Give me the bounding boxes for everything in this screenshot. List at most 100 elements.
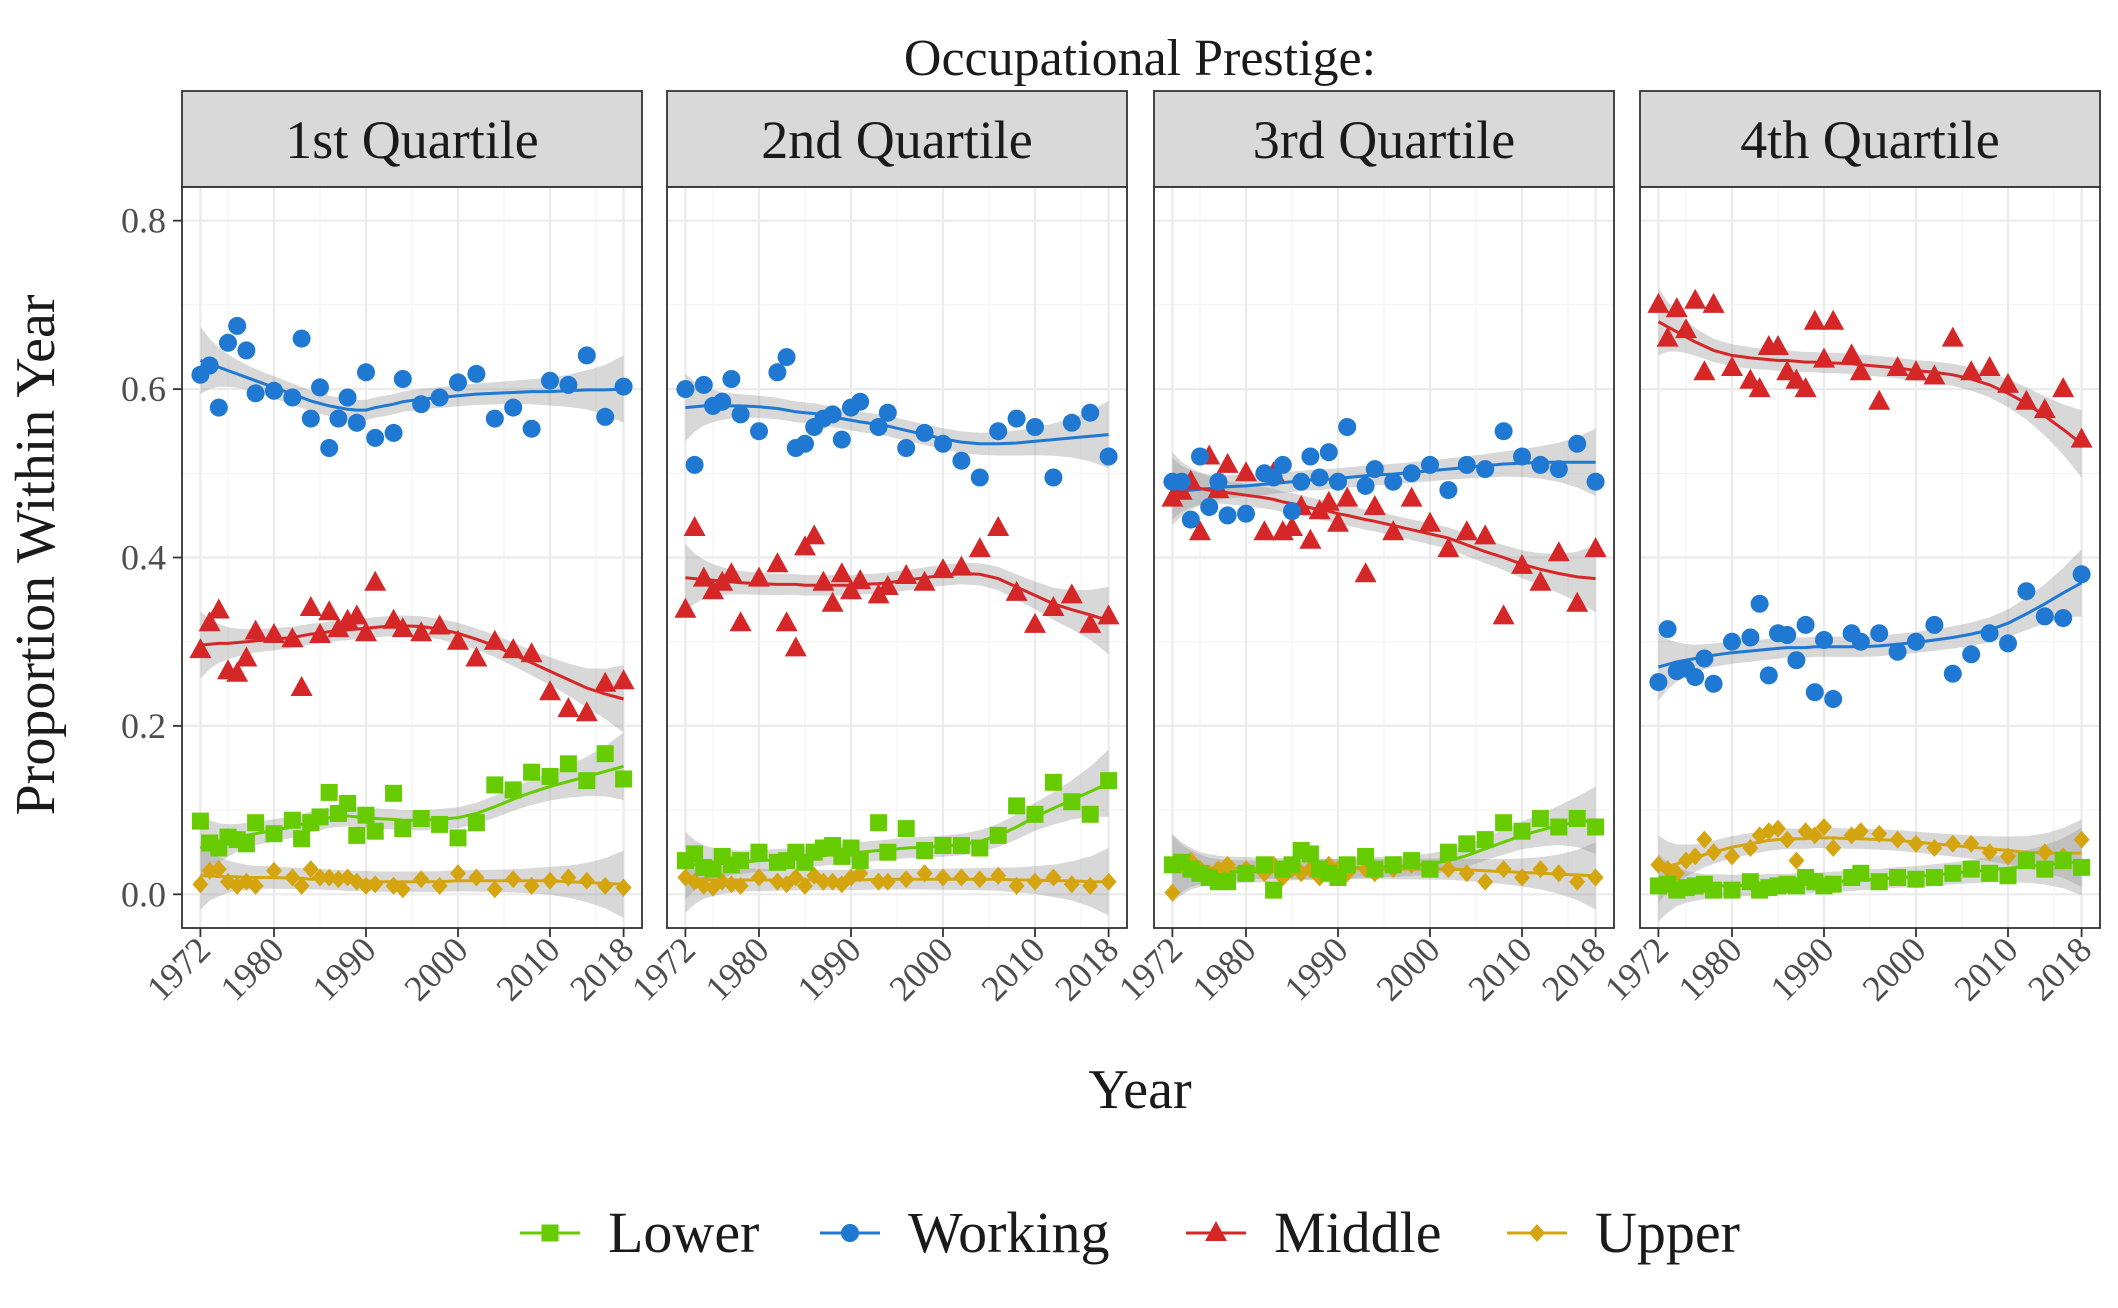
point-middle xyxy=(1419,511,1441,532)
point-upper xyxy=(870,872,887,891)
point-working xyxy=(504,398,523,417)
panel-strip xyxy=(1639,90,2101,188)
point-working xyxy=(1723,632,1741,651)
point-lower xyxy=(916,842,934,859)
point-upper xyxy=(1742,839,1759,857)
point-lower xyxy=(320,783,338,801)
point-upper xyxy=(898,870,915,889)
data-points xyxy=(1647,288,2093,899)
point-lower xyxy=(750,843,768,861)
point-middle xyxy=(1253,520,1276,541)
data-points xyxy=(674,348,1120,897)
point-working xyxy=(1365,460,1384,479)
point-working xyxy=(934,434,952,453)
x-tick-label: 2010 xyxy=(1460,929,1539,1008)
point-middle xyxy=(1079,612,1102,633)
point-upper xyxy=(615,878,632,897)
point-upper xyxy=(1696,830,1713,849)
point-lower xyxy=(559,755,577,773)
point-lower xyxy=(523,763,541,781)
x-tick-label: 1980 xyxy=(1670,929,1749,1008)
point-upper xyxy=(2073,830,2090,849)
point-working xyxy=(301,409,320,428)
point-working xyxy=(750,422,768,441)
point-middle xyxy=(1849,360,1872,381)
point-upper xyxy=(1871,824,1888,843)
point-working xyxy=(467,364,486,383)
point-middle xyxy=(950,555,973,576)
point-middle xyxy=(830,562,853,583)
point-middle xyxy=(1822,309,1845,330)
point-middle xyxy=(849,569,872,590)
point-working xyxy=(878,403,897,422)
point-working xyxy=(329,409,348,428)
point-middle xyxy=(812,570,835,591)
x-tick-label: 2000 xyxy=(1368,929,1447,1008)
point-lower xyxy=(971,839,989,857)
legend-item-upper: Upper xyxy=(1507,1200,1740,1265)
point-upper xyxy=(1514,868,1530,887)
point-working xyxy=(1237,504,1255,523)
point-lower xyxy=(1962,860,1980,878)
panel-border xyxy=(1153,186,1615,929)
point-middle xyxy=(198,611,221,632)
point-upper xyxy=(1963,834,1980,853)
point-lower xyxy=(1026,805,1044,823)
point-middle xyxy=(987,516,1010,536)
point-middle xyxy=(1868,389,1891,410)
point-middle xyxy=(557,697,580,718)
point-middle xyxy=(683,516,706,536)
point-lower xyxy=(1384,856,1402,874)
point-middle xyxy=(539,680,561,701)
point-middle xyxy=(1941,326,1964,347)
point-middle xyxy=(968,537,991,558)
point-working xyxy=(283,388,302,407)
point-lower xyxy=(412,810,430,827)
point-working xyxy=(1568,434,1587,453)
point-working xyxy=(1999,634,2017,653)
point-middle xyxy=(1097,604,1120,625)
point-middle xyxy=(1060,583,1083,604)
legend-marker-working xyxy=(841,1224,859,1242)
point-middle xyxy=(447,629,469,650)
point-lower xyxy=(504,781,522,799)
point-lower xyxy=(1439,843,1457,861)
point-upper xyxy=(1045,868,1062,887)
point-middle xyxy=(794,535,816,556)
point-middle xyxy=(1005,580,1028,601)
point-upper xyxy=(210,860,227,879)
legend-item-middle: Middle xyxy=(1186,1200,1442,1265)
point-middle xyxy=(207,598,230,619)
point-lower xyxy=(283,811,301,829)
point-upper xyxy=(468,868,485,887)
point-upper xyxy=(1687,847,1704,866)
point-working xyxy=(1686,668,1705,687)
point-upper xyxy=(312,868,328,887)
y-axis: 0.0 0.2 0.4 0.6 0.8 xyxy=(121,201,182,914)
point-lower xyxy=(467,814,485,832)
point-upper xyxy=(1100,872,1117,891)
point-lower xyxy=(348,826,366,844)
point-working xyxy=(1402,464,1421,483)
point-lower xyxy=(1907,870,1925,888)
point-working xyxy=(246,384,265,403)
point-upper xyxy=(1477,872,1494,891)
x-tick-label: 1980 xyxy=(212,929,291,1008)
point-middle xyxy=(803,524,826,545)
point-working xyxy=(1283,502,1301,521)
point-working xyxy=(1200,498,1219,516)
point-lower xyxy=(1550,818,1568,836)
point-working xyxy=(1264,468,1283,487)
point-middle xyxy=(189,638,212,659)
point-middle xyxy=(520,642,543,663)
point-lower xyxy=(870,814,888,832)
point-working xyxy=(768,363,787,382)
panel-strip-label: 4th Quartile xyxy=(1740,110,1999,170)
point-middle xyxy=(1235,461,1257,482)
